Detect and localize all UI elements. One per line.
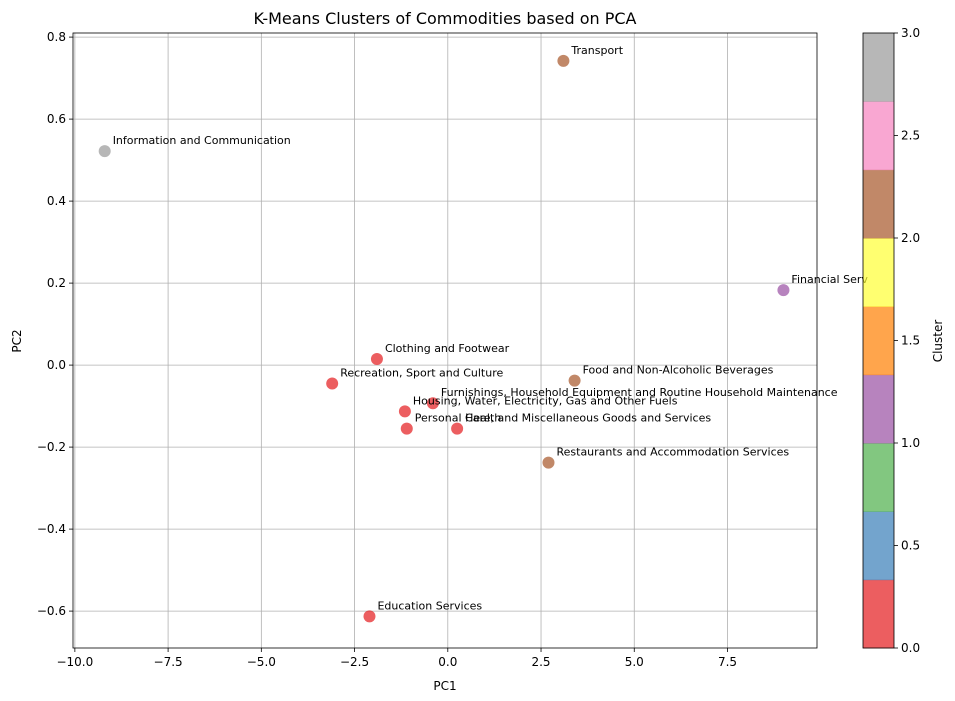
colorbar [862,32,895,649]
plot-frame [72,32,818,649]
x-tick-label: 7.5 [718,655,737,669]
colorbar-tick-label: 1.0 [901,436,920,450]
x-tick-label: 5.0 [625,655,644,669]
point-label: Transport [570,44,623,57]
y-tick-label: 0.8 [47,30,66,44]
colorbar-tick-label: 0.5 [901,539,920,553]
grid [73,33,817,648]
point-label: Restaurants and Accommodation Services [556,446,789,459]
data-point [326,377,339,390]
chart-title: K-Means Clusters of Commodities based on… [254,9,637,28]
y-tick-label: −0.4 [37,522,66,536]
point-labels: Transport Information and Communication Fi… [113,44,869,613]
point-label: Clothing and Footwear [385,342,510,355]
colorbar-segment [863,33,894,102]
data-point [98,145,111,158]
x-tick-label: −2.5 [340,655,369,669]
point-label: Health [465,412,501,425]
data-points [98,54,790,623]
colorbar-segment [863,101,894,171]
colorbar-segment [863,443,894,512]
x-tick-label: −5.0 [247,655,276,669]
data-point [370,352,383,365]
y-tick-label: 0.0 [47,358,66,372]
data-point [777,284,790,297]
x-tick-label: 2.5 [531,655,550,669]
colorbar-tick-label: 1.5 [901,334,920,348]
x-tick-label: −10.0 [56,655,93,669]
point-label: Financial Serv [791,273,868,286]
x-axis-ticks: −10.0 −7.5 −5.0 −2.5 0.0 2.5 5.0 7.5 [56,648,737,669]
y-axis-label: PC2 [10,329,24,352]
y-tick-label: 0.6 [47,112,66,126]
data-point [426,397,439,410]
point-label: Food and Non-Alcoholic Beverages [583,364,774,377]
x-tick-label: −7.5 [154,655,183,669]
point-label: Education Services [377,599,482,612]
data-point [398,405,411,418]
colorbar-tick-label: 3.0 [901,26,920,40]
point-label: Housing, Water, Electricity, Gas and Oth… [413,394,678,407]
colorbar-tick-label: 2.5 [901,129,920,143]
colorbar-tick-label: 2.0 [901,231,920,245]
data-point [451,422,464,435]
y-tick-label: 0.2 [47,276,66,290]
data-point [400,422,413,435]
point-label: Personal Care, and Miscellaneous Goods a… [415,412,712,425]
data-point [557,54,570,67]
y-axis-ticks: −0.6 −0.4 −0.2 0.0 0.2 0.4 0.6 0.8 [37,30,73,618]
colorbar-segment [863,306,894,376]
data-point [542,456,555,469]
point-label: Recreation, Sport and Culture [340,367,503,380]
point-label: Information and Communication [113,134,291,147]
y-tick-label: 0.4 [47,194,66,208]
colorbar-ticks: 0.0 0.5 1.0 1.5 2.0 2.5 3.0 [894,26,920,655]
x-axis-label: PC1 [433,679,456,693]
data-point [568,374,581,387]
data-point [363,610,376,623]
colorbar-segment [863,511,894,581]
colorbar-segment [863,579,894,649]
colorbar-segment [863,169,894,239]
y-tick-label: −0.2 [37,440,66,454]
point-label: Furnishings, Household Equipment and Rou… [441,386,838,399]
x-tick-label: 0.0 [438,655,457,669]
y-tick-label: −0.6 [37,604,66,618]
colorbar-segment [863,374,894,444]
colorbar-segment [863,238,894,307]
colorbar-tick-label: 0.0 [901,641,920,655]
colorbar-label: Cluster [931,320,945,363]
